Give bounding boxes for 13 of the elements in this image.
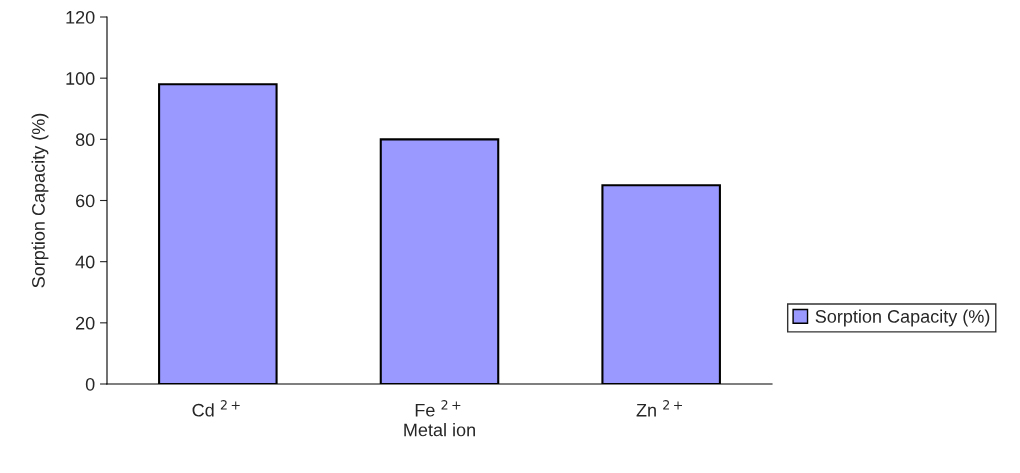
y-tick-label: 120	[66, 10, 95, 24]
y-tick-label: 40	[75, 255, 95, 269]
legend-label: Sorption Capacity (%)	[815, 309, 990, 327]
x-tick-label: Fe $^{2+}$	[415, 400, 461, 417]
x-tick-label: Zn $^{2+}$	[636, 400, 682, 417]
y-tick-label: 80	[75, 133, 95, 147]
y-tick-label: 0	[85, 377, 95, 391]
y-tick-label: 100	[66, 72, 95, 85]
x-axis-title: Metal ion	[404, 423, 475, 437]
x-tick-label: Cd $^{2+}$	[192, 400, 240, 417]
y-tick-label: 20	[76, 316, 95, 330]
y-tick-label: 60	[76, 194, 95, 208]
y-axis-title: Sorption Capacity (%)	[31, 113, 49, 288]
